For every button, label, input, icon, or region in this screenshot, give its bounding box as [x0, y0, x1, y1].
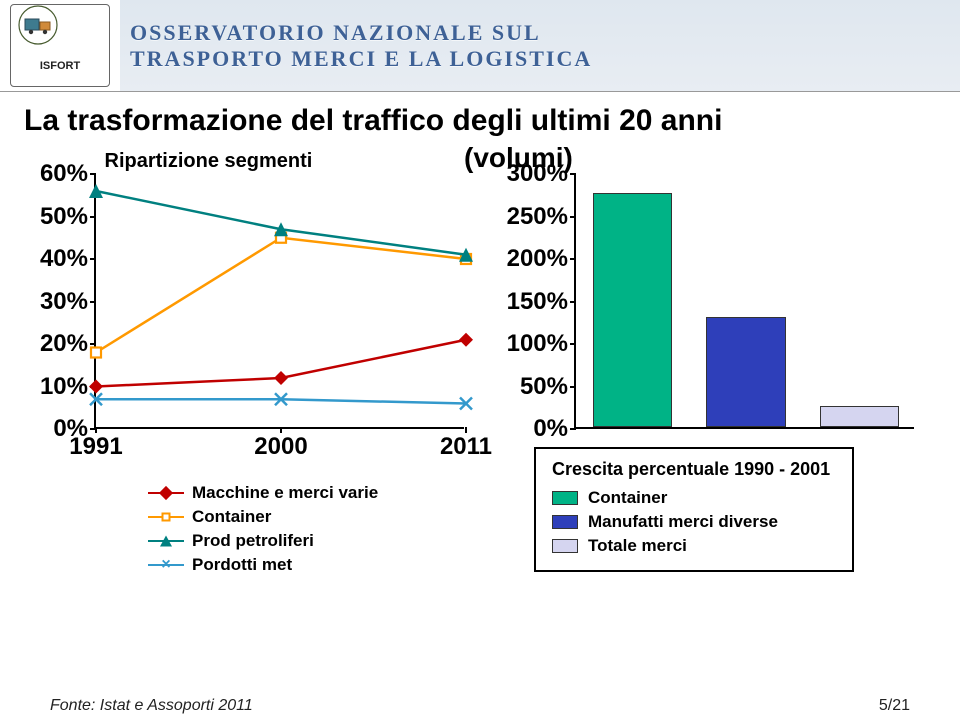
- bar-chart: 0%50%100%150%200%250%300% Crescita perce…: [494, 144, 934, 564]
- page-number: 5/21: [879, 697, 910, 715]
- charts-area: 0%10%20%30%40%50%60%199120002011 Macchin…: [0, 174, 960, 564]
- bar-ytick: 50%: [520, 373, 576, 401]
- bar-ytick: 150%: [507, 288, 576, 316]
- page-title: La trasformazione del traffico degli ult…: [0, 92, 960, 142]
- banner-title: OSSERVATORIO NAZIONALE SUL TRASPORTO MER…: [120, 0, 960, 91]
- line-ytick: 30%: [40, 288, 96, 316]
- bar-chart-plot: 0%50%100%150%200%250%300%: [574, 174, 914, 429]
- line-ytick: 10%: [40, 373, 96, 401]
- line-chart-plot: 0%10%20%30%40%50%60%199120002011: [94, 174, 464, 429]
- line-ytick: 20%: [40, 330, 96, 358]
- bar-ytick: 300%: [507, 160, 576, 188]
- line-chart-legend: Macchine e merci varie Container Prod petr…: [86, 471, 378, 579]
- segments-label: Ripartizione segmenti: [105, 150, 313, 172]
- line-ytick: 40%: [40, 245, 96, 273]
- bar: [820, 406, 899, 427]
- header-banner: ISFORT OSSERVATORIO NAZIONALE SUL TRASPO…: [0, 0, 960, 92]
- logo-label: ISFORT: [40, 60, 80, 72]
- bar-legend-item: Container: [552, 488, 836, 508]
- line-ytick: 60%: [40, 160, 96, 188]
- line-legend-item: ×Pordotti met: [148, 555, 378, 575]
- logo-icon: [30, 20, 90, 60]
- bar-legend-title: Crescita percentuale 1990 - 2001: [552, 459, 836, 480]
- bar-ytick: 200%: [507, 245, 576, 273]
- line-legend-item: Prod petroliferi: [148, 531, 378, 551]
- line-legend-item: Container: [148, 507, 378, 527]
- bar: [706, 317, 785, 428]
- bar-chart-legend: Crescita percentuale 1990 - 2001 Contain…: [534, 447, 854, 572]
- line-chart: 0%10%20%30%40%50%60%199120002011 Macchin…: [24, 174, 494, 534]
- source-label: Fonte: Istat e Assoporti 2011: [50, 697, 253, 715]
- bar-ytick: 100%: [507, 330, 576, 358]
- bar: [593, 193, 672, 427]
- isfort-logo: ISFORT: [10, 4, 110, 87]
- line-legend-item: Macchine e merci varie: [148, 483, 378, 503]
- line-ytick: 50%: [40, 203, 96, 231]
- bar-legend-item: Manufatti merci diverse: [552, 512, 836, 532]
- bar-legend-item: Totale merci: [552, 536, 836, 556]
- banner-line2: TRASPORTO MERCI E LA LOGISTICA: [130, 46, 960, 72]
- banner-line1: OSSERVATORIO NAZIONALE SUL: [130, 20, 960, 46]
- bar-ytick: 250%: [507, 203, 576, 231]
